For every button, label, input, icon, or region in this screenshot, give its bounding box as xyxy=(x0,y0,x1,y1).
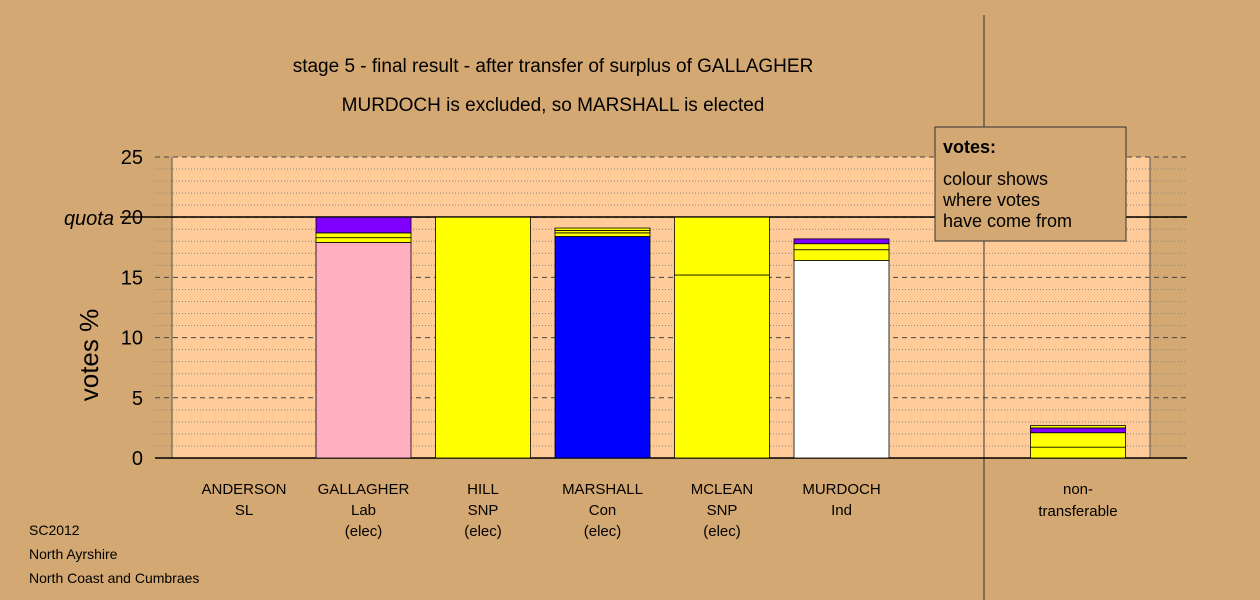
bar-segment xyxy=(315,242,412,459)
y-tick-label: 25 xyxy=(121,147,143,169)
x-category-label: GALLAGHER xyxy=(318,481,410,498)
chart-title: stage 5 - final result - after transfer … xyxy=(293,56,814,77)
x-category-label: SNP xyxy=(707,502,738,519)
bar-segment xyxy=(315,232,412,239)
quota-label: quota xyxy=(64,208,114,230)
bar-segment xyxy=(1030,425,1126,429)
y-tick-label: 5 xyxy=(132,388,143,410)
bar-segment xyxy=(793,260,890,459)
bars xyxy=(315,216,1126,459)
nontransferable-label: non- xyxy=(1063,481,1093,498)
bar-segment xyxy=(793,238,890,245)
x-category-label: (elec) xyxy=(464,523,502,540)
bar-segment xyxy=(315,237,412,243)
bar-segment xyxy=(554,236,651,459)
y-tick-label: 0 xyxy=(132,448,143,470)
y-axis-label: votes % xyxy=(74,309,104,402)
x-category-label: ANDERSON xyxy=(201,481,286,498)
legend-title: votes: xyxy=(943,137,996,157)
x-category-label: Con xyxy=(589,502,617,519)
x-category-label: SNP xyxy=(468,502,499,519)
bar-segment xyxy=(1030,427,1126,434)
x-category-label: (elec) xyxy=(345,523,383,540)
bar-segment xyxy=(674,274,770,459)
footer-line: North Ayrshire xyxy=(29,546,118,562)
bar-segment xyxy=(793,249,890,261)
x-category-labels: ANDERSON SL GALLAGHER Lab (elec) HILL SNP (elec… xyxy=(201,481,880,540)
y-tick-labels: 0 5 10 15 20 25 xyxy=(121,147,143,470)
x-category-label: Ind xyxy=(831,502,852,519)
y-tick-label: 10 xyxy=(121,328,143,350)
chart-subtitle: MURDOCH is excluded, so MARSHALL is elec… xyxy=(342,95,765,116)
footer-line: North Coast and Cumbraes xyxy=(29,570,200,586)
x-category-label: (elec) xyxy=(584,523,622,540)
legend: votes: colour shows where votes have com… xyxy=(934,126,1127,242)
x-category-label: (elec) xyxy=(703,523,741,540)
nontransferable-label: transferable xyxy=(1038,503,1117,520)
legend-line: colour shows xyxy=(943,169,1048,189)
bar-segment xyxy=(315,216,412,234)
footer-line: SC2012 xyxy=(29,522,80,538)
x-category-label: HILL xyxy=(467,481,499,498)
bar-segment xyxy=(1030,432,1126,448)
x-category-label: MCLEAN xyxy=(691,481,754,498)
x-category-label: MURDOCH xyxy=(802,481,880,498)
x-category-label: Lab xyxy=(351,502,376,519)
bar-segment xyxy=(1030,446,1126,459)
legend-box xyxy=(934,126,1127,242)
bar-segment xyxy=(793,243,890,251)
y-tick-label: 20 xyxy=(121,207,143,229)
x-category-label: SL xyxy=(235,502,253,519)
y-tick-label: 15 xyxy=(121,267,143,289)
legend-line: where votes xyxy=(942,190,1040,210)
bar-segment xyxy=(435,216,531,459)
legend-line: have come from xyxy=(943,211,1072,231)
bar-segment xyxy=(554,232,651,237)
bar-segment xyxy=(674,216,770,276)
bar-segment xyxy=(554,227,651,231)
x-category-label: MARSHALL xyxy=(562,481,643,498)
